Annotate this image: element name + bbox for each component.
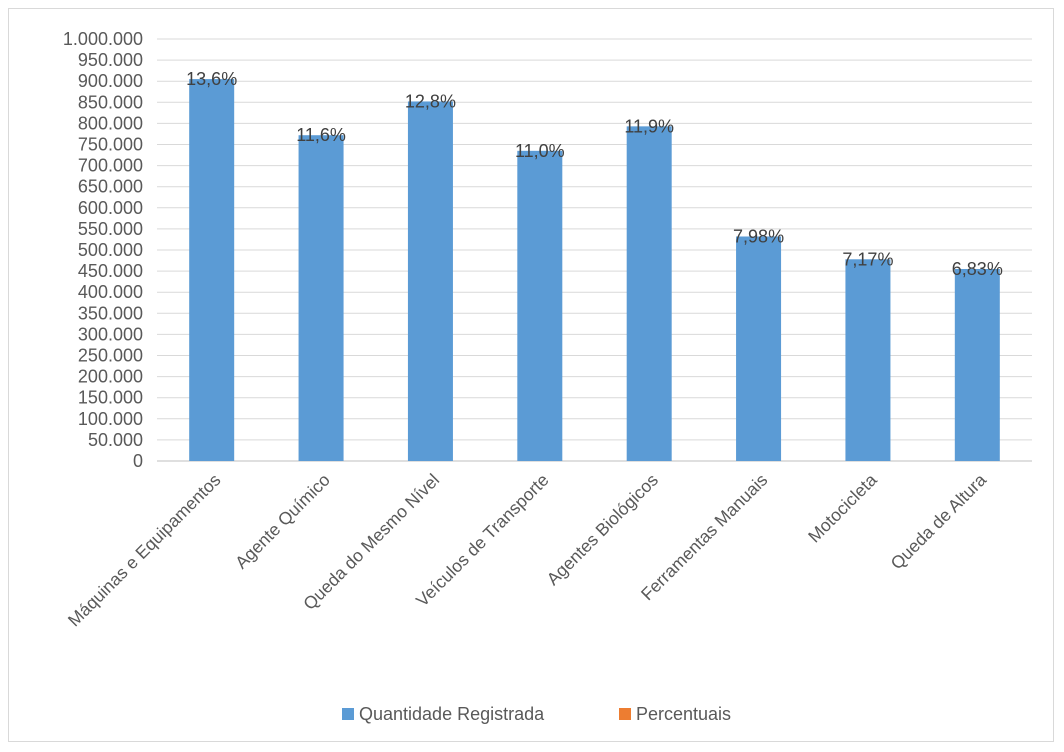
bar <box>189 79 235 461</box>
y-tick-label: 250.000 <box>78 346 143 366</box>
data-labels: 13,6% 11,6% 12,8% 11,0% 11,9% 7,98% 7,17% 6,83% <box>186 69 1003 279</box>
y-tick-label: 300.000 <box>78 324 143 344</box>
y-tick-label: 650.000 <box>78 177 143 197</box>
data-label: 7,17% <box>842 249 893 269</box>
chart-frame: 0 50.000 100.000 150.000 200.000 250.000 300.0… <box>8 8 1054 742</box>
y-tick-label: 400.000 <box>78 282 143 302</box>
bar-chart: 050.000100.000150.000200.000250.000300.0… <box>63 29 1032 724</box>
legend: Quantidade Registrada Percentuais <box>342 704 731 724</box>
y-tick-label: 900.000 <box>78 71 143 91</box>
y-tick-label: 50.000 <box>88 430 143 450</box>
y-tick-label: 950.000 <box>78 50 143 70</box>
y-tick-label: 0 <box>133 451 143 471</box>
bar <box>626 126 672 461</box>
x-axis-categories: Máquinas e Equipamentos Agente Químico Que… <box>64 469 990 630</box>
category-label: Ferramentas Manuais <box>637 470 772 605</box>
gridlines <box>157 38 1032 462</box>
category-label: Agentes Biológicos <box>543 470 663 590</box>
data-label: 12,8% <box>405 91 456 111</box>
y-tick-label: 200.000 <box>78 367 143 387</box>
y-tick-label: 450.000 <box>78 261 143 281</box>
legend-label: Quantidade Registrada <box>359 704 545 724</box>
legend-label: Percentuais <box>636 704 731 724</box>
data-label: 11,0% <box>515 141 565 161</box>
bars <box>189 79 1000 462</box>
y-tick-label: 550.000 <box>78 219 143 239</box>
category-label: Máquinas e Equipamentos <box>64 470 225 631</box>
bar <box>517 150 563 461</box>
bar <box>736 236 782 461</box>
data-label: 7,98% <box>733 226 784 246</box>
bar <box>298 135 344 461</box>
bar <box>845 259 891 461</box>
data-label: 6,83% <box>952 259 1003 279</box>
y-tick-label: 1.000.000 <box>63 29 143 49</box>
y-axis-ticks: 050.000100.000150.000200.000250.000300.0… <box>63 29 143 471</box>
bar <box>407 101 453 462</box>
y-tick-label: 700.000 <box>78 156 143 176</box>
y-tick-label: 750.000 <box>78 135 143 155</box>
legend-swatch <box>619 708 631 720</box>
y-tick-label: 500.000 <box>78 240 143 260</box>
y-tick-label: 600.000 <box>78 198 143 218</box>
bar <box>954 268 1000 461</box>
category-label: Agente Químico <box>231 470 334 573</box>
legend-swatch <box>342 708 354 720</box>
y-tick-label: 850.000 <box>78 92 143 112</box>
data-label: 13,6% <box>186 69 237 89</box>
data-label: 11,9% <box>624 116 674 136</box>
data-label: 11,6% <box>296 125 346 145</box>
category-label: Motocicleta <box>804 470 881 547</box>
y-tick-label: 150.000 <box>78 388 143 408</box>
category-label: Queda de Altura <box>887 469 991 573</box>
y-tick-label: 800.000 <box>78 113 143 133</box>
y-tick-label: 100.000 <box>78 409 143 429</box>
y-tick-label: 350.000 <box>78 303 143 323</box>
